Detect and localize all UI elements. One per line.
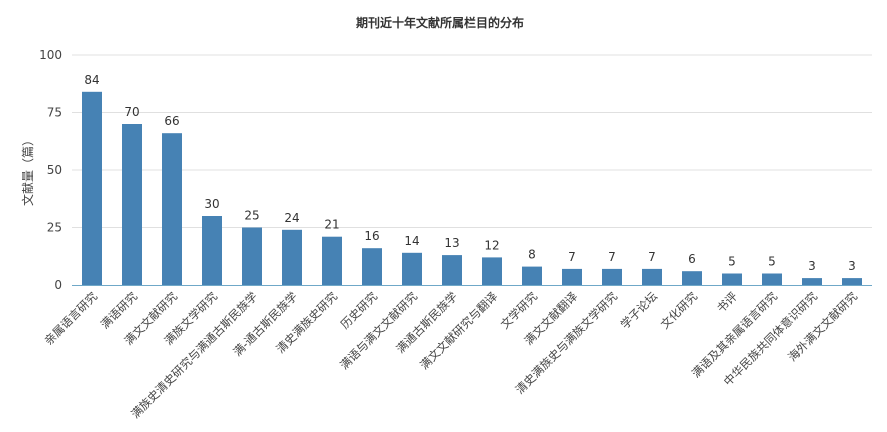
data-label: 13 xyxy=(444,236,459,250)
data-label: 14 xyxy=(404,234,419,248)
x-tick-label: 亲属语言研究 xyxy=(41,289,100,348)
bar xyxy=(722,273,742,285)
bar xyxy=(642,268,662,285)
data-label: 24 xyxy=(284,211,299,225)
data-label: 84 xyxy=(84,73,99,87)
bar xyxy=(282,229,302,285)
y-axis-ticks: 0 25 50 75 100 xyxy=(39,48,62,292)
bar xyxy=(122,124,142,285)
bar xyxy=(322,236,342,285)
data-label: 12 xyxy=(484,238,499,252)
data-label: 7 xyxy=(568,250,576,264)
y-tick-label: 50 xyxy=(47,163,62,177)
data-label: 5 xyxy=(728,255,736,269)
y-axis-label: 文献量（篇） xyxy=(20,134,35,206)
bar xyxy=(522,266,542,285)
data-label: 25 xyxy=(244,209,259,223)
x-tick-label: 海外满文文献研究 xyxy=(785,289,860,364)
data-label: 30 xyxy=(204,197,219,211)
data-label: 3 xyxy=(808,259,816,273)
x-tick-label: 书评 xyxy=(714,289,741,316)
data-label: 8 xyxy=(528,248,536,262)
bar xyxy=(402,252,422,285)
bar xyxy=(82,91,102,285)
bar xyxy=(562,268,582,285)
x-tick-label: 满文文献研究与翻译 xyxy=(417,289,500,372)
bar xyxy=(802,278,822,285)
bar xyxy=(162,133,182,285)
data-label: 3 xyxy=(848,259,856,273)
bar xyxy=(242,227,262,285)
data-label: 7 xyxy=(648,250,656,264)
data-labels: 84 70 66 30 25 24 21 16 14 13 12 8 7 7 7 6 5 5 3 3 xyxy=(84,73,855,273)
data-label: 66 xyxy=(164,114,179,128)
grid-lines xyxy=(72,54,872,228)
x-tick-label: 学子论坛 xyxy=(618,289,661,332)
bar xyxy=(202,216,222,285)
data-label: 70 xyxy=(124,105,139,119)
data-label: 21 xyxy=(324,218,339,232)
data-label: 6 xyxy=(688,252,696,266)
bar xyxy=(682,271,702,285)
chart-title: 期刊近十年文献所属栏目的分布 xyxy=(356,15,524,30)
y-tick-label: 0 xyxy=(54,278,62,292)
bar xyxy=(482,257,502,285)
x-axis-categories: 亲属语言研究满语研究满文文献研究满族文学研究满族史清史研究与满通古斯民族学满-通… xyxy=(41,289,860,421)
data-label: 7 xyxy=(608,250,616,264)
bar xyxy=(842,278,862,285)
y-tick-label: 25 xyxy=(47,221,62,235)
bars xyxy=(82,91,862,285)
x-tick-label: 文化研究 xyxy=(658,289,701,332)
bar xyxy=(602,268,622,285)
data-label: 16 xyxy=(364,229,379,243)
bar xyxy=(762,273,782,285)
bar xyxy=(362,248,382,285)
y-tick-label: 100 xyxy=(39,48,62,62)
data-label: 5 xyxy=(768,255,776,269)
y-tick-label: 75 xyxy=(47,106,62,120)
bar xyxy=(442,255,462,285)
